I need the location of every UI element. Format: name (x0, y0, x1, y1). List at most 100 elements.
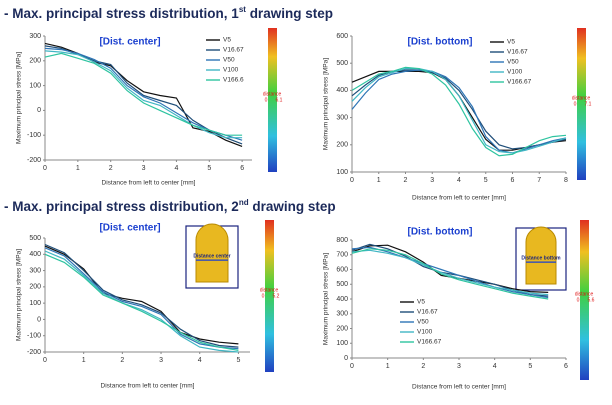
x-tick-label: 3 (159, 357, 163, 364)
legend-label: V5 (507, 39, 515, 46)
x-tick-label: 4 (493, 363, 497, 370)
y-tick-label: -100 (27, 333, 41, 340)
inset-label: Distance center (193, 253, 230, 259)
y-tick-label: 800 (336, 237, 348, 244)
colorbar-label: distance (263, 91, 282, 97)
heading-text: - Max. principal stress distribution, 1 (4, 6, 239, 21)
heading: - Max. principal stress distribution, 1s… (4, 5, 333, 20)
x-axis-title: Distance from left to center [mm] (412, 195, 506, 202)
y-tick-label: 200 (336, 142, 348, 149)
x-tick-label: 6 (240, 165, 244, 172)
y-axis-title: Maximum principal stress [MPa] (16, 52, 23, 144)
x-tick-label: 0 (43, 357, 47, 364)
y-tick-label: 400 (336, 87, 348, 94)
annotation: [Dist. bottom] (408, 227, 473, 238)
legend-label: V166.67 (507, 79, 532, 86)
annotation: [Dist. bottom] (408, 37, 473, 48)
x-tick-label: 6 (511, 177, 515, 184)
y-axis-title: Maximum principal stress [MPa] (16, 249, 23, 341)
series-line (351, 68, 567, 154)
y-axis-title: Maximum principal stress [MPa] (323, 253, 330, 345)
colorbar (577, 28, 586, 180)
y-tick-label: 300 (336, 114, 348, 121)
y-tick-label: -100 (27, 132, 41, 139)
legend-label: V50 (223, 57, 235, 64)
colorbar-label: distance (575, 291, 594, 297)
y-tick-label: 400 (29, 251, 41, 258)
y-tick-label: 200 (29, 58, 41, 65)
x-tick-label: 5 (236, 357, 240, 364)
heading-sup: st (239, 5, 246, 14)
y-tick-label: 100 (336, 340, 348, 347)
y-tick-label: 100 (29, 300, 41, 307)
x-tick-label: 0 (350, 363, 354, 370)
colorbar (265, 220, 274, 372)
x-axis-title: Distance from left to center [mm] (412, 384, 506, 391)
colorbar-min: 0 (262, 293, 265, 299)
heading-text: drawing step (249, 199, 336, 214)
colorbar (580, 220, 589, 380)
legend-label: V100 (223, 67, 239, 74)
y-tick-label: 500 (336, 281, 348, 288)
y-tick-label: 300 (29, 33, 41, 40)
y-tick-label: 0 (344, 355, 348, 362)
colorbar-max: 5.2 (273, 293, 280, 299)
y-tick-label: -200 (27, 349, 41, 356)
x-tick-label: 1 (82, 357, 86, 364)
legend-label: V16.67 (223, 47, 244, 54)
series-line (44, 253, 239, 351)
series-line (351, 249, 549, 296)
series-line (351, 246, 549, 299)
x-tick-label: 5 (484, 177, 488, 184)
y-tick-label: 200 (29, 284, 41, 291)
legend-label: V16.67 (507, 49, 528, 56)
y-tick-label: 100 (29, 82, 41, 89)
legend-label: V5 (417, 299, 425, 306)
series-line (351, 69, 567, 150)
legend-label: V50 (507, 59, 519, 66)
legend-label: V100 (507, 69, 523, 76)
heading-text: - Max. principal stress distribution, 2 (4, 199, 239, 214)
y-tick-label: 200 (336, 325, 348, 332)
y-tick-label: 600 (336, 266, 348, 273)
legend-label: V50 (417, 319, 429, 326)
x-tick-label: 5 (528, 363, 532, 370)
colorbar-label: distance (260, 287, 279, 293)
y-tick-label: 500 (29, 235, 41, 242)
heading: - Max. principal stress distribution, 2n… (4, 198, 336, 213)
inset-shape (525, 226, 557, 285)
annotation: [Dist. center] (99, 223, 160, 234)
legend-label: V166.67 (417, 339, 442, 346)
x-tick-label: 4 (457, 177, 461, 184)
colorbar-label: distance (572, 95, 591, 101)
x-tick-label: 1 (386, 363, 390, 370)
legend-label: V100 (417, 329, 433, 336)
x-tick-label: 3 (142, 165, 146, 172)
colorbar-min: 0 (574, 101, 577, 107)
series-line (44, 243, 239, 348)
x-axis-title: Distance from left to center [mm] (102, 180, 196, 187)
heading-text: drawing step (246, 6, 333, 21)
y-tick-label: 0 (37, 316, 41, 323)
y-tick-label: 100 (336, 169, 348, 176)
x-tick-label: 8 (564, 177, 568, 184)
x-tick-label: 2 (404, 177, 408, 184)
legend-label: V166.6 (223, 77, 244, 84)
x-axis-title: Distance from left to center [mm] (101, 383, 195, 390)
x-tick-label: 4 (174, 165, 178, 172)
colorbar (268, 28, 277, 172)
colorbar-min: 0 (577, 297, 580, 303)
series-line (351, 66, 567, 157)
y-tick-label: 300 (29, 267, 41, 274)
colorbar-max: 5.6 (588, 297, 595, 303)
y-axis-title: Maximum principal stress [MPa] (323, 58, 330, 150)
heading-sup: nd (239, 198, 249, 207)
y-tick-label: 600 (336, 33, 348, 40)
colorbar-max: 6.1 (276, 97, 283, 103)
y-tick-label: 300 (336, 311, 348, 318)
series-line (351, 69, 567, 154)
x-tick-label: 1 (76, 165, 80, 172)
colorbar-max: 7.1 (585, 101, 592, 107)
x-tick-label: 1 (377, 177, 381, 184)
x-tick-label: 5 (207, 165, 211, 172)
